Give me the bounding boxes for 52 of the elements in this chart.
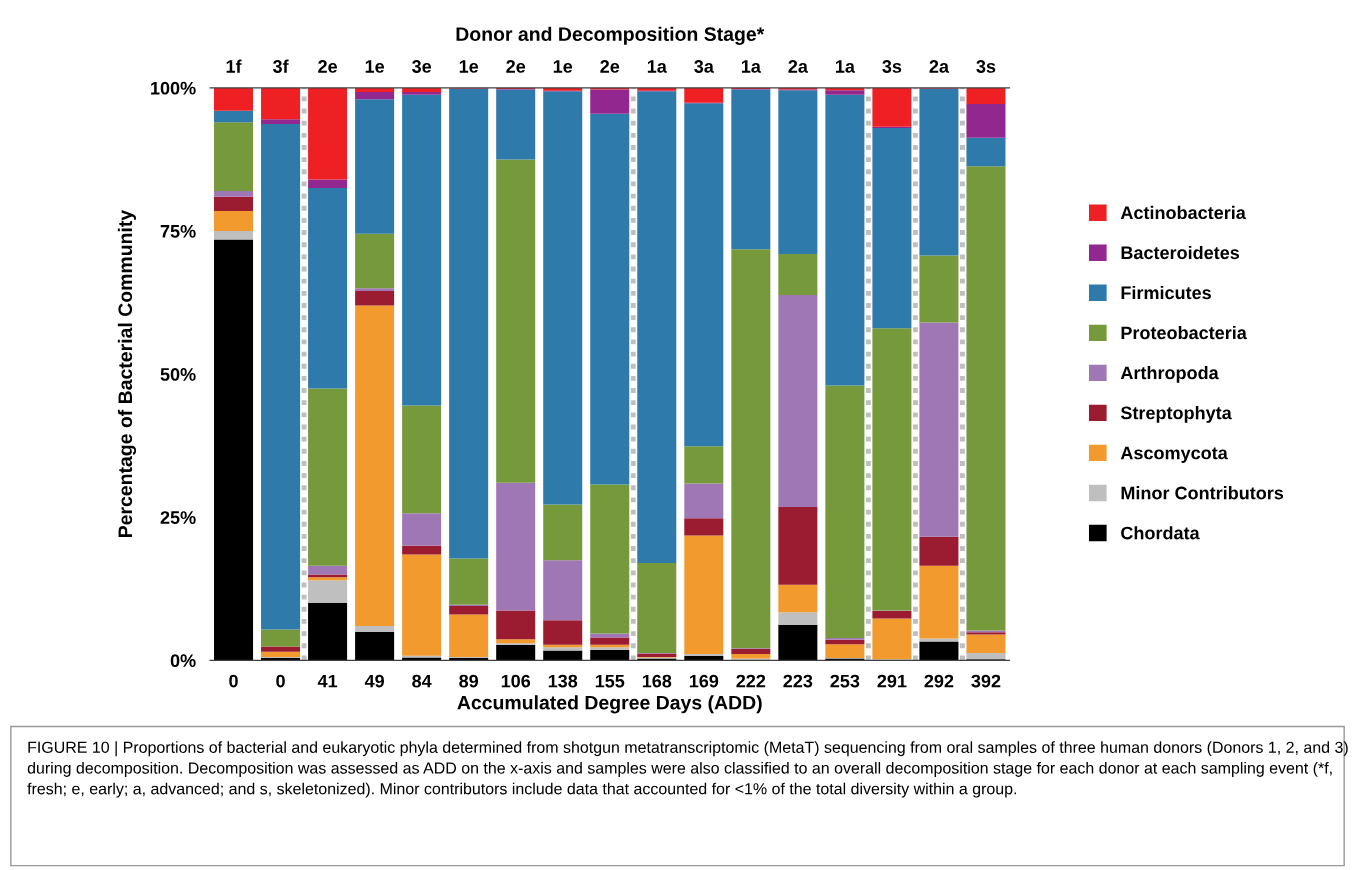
caption: FIGURE 10 | Proportions of bacterial and eukaryotic phyla determined from shotgun metatranscriptomic (MetaT) sequencing from oral samples of three human donors (Donors 1, 2, and 3) during decomposition. Decomposition was assessed as ADD on the x-axis and samples were also classified to an overall decomposition stage for each donor at each sampling event (*f, fresh; e, early; a, advanced; and s, skeletonized). Minor contributors include data that accounted for <1% of the total diversity within a group.: [27, 741, 1348, 798]
text: 2e: [318, 60, 338, 73]
x-tick-label: 253: [830, 674, 860, 688]
legend-label: Streptophyta: [1120, 406, 1232, 423]
x2-axis-title: Donor and Decomposition Stage*: [456, 26, 765, 45]
legend-label: Firmicutes: [1121, 285, 1211, 300]
x-tick-label: 84: [412, 674, 432, 688]
y-tick-label: 0%: [170, 654, 196, 668]
x-tick-label: 41: [317, 674, 338, 688]
x-tick-label: 106: [501, 674, 531, 688]
y-axis-title: Percentage of Bacterial Community: [117, 209, 137, 538]
legend-label: Minor Contributors: [1121, 486, 1284, 500]
text: 3s: [882, 60, 902, 73]
text: 1a: [647, 60, 667, 73]
text: 3f: [272, 59, 289, 73]
text: 2e: [506, 60, 526, 73]
legend-label: Arthropoda: [1120, 366, 1219, 383]
x-tick-label: 222: [736, 674, 766, 688]
legend-label: Chordata: [1121, 526, 1200, 540]
x-tick-label: 0: [229, 674, 238, 688]
text: 3s: [976, 60, 996, 73]
x-tick-label: 168: [642, 674, 672, 688]
legend-label: Proteobacteria: [1121, 325, 1247, 340]
x-tick-label: 155: [595, 674, 625, 688]
text: 2e: [600, 60, 620, 73]
text: 1f: [226, 59, 242, 73]
y-tick-label: 100%: [151, 81, 196, 95]
x-tick-label: 392: [971, 674, 1001, 688]
x-tick-label: 169: [689, 674, 719, 688]
y-tick-label: 25%: [160, 511, 196, 524]
legend-label: Bacteroidetes: [1121, 245, 1240, 260]
text: 1e: [365, 60, 385, 73]
text: 1e: [459, 60, 479, 73]
x-tick-label: 292: [924, 674, 954, 688]
text: 1a: [741, 60, 761, 73]
x-tick-label: 49: [364, 674, 384, 688]
text: 3e: [412, 60, 432, 73]
x-tick-label: 138: [548, 674, 578, 688]
text: 2a: [788, 60, 809, 73]
x-tick-label: 291: [877, 674, 907, 688]
legend-label: Actinobacteria: [1120, 205, 1246, 220]
text: 1e: [553, 60, 573, 73]
text: 3a: [694, 60, 714, 73]
x-tick-label: 89: [459, 674, 479, 688]
text: 2a: [929, 60, 950, 73]
x-tick-label: 0: [276, 674, 285, 688]
text: 1a: [835, 60, 856, 73]
y-tick-label: 75%: [160, 224, 196, 238]
x-axis-title: Accumulated Degree Days (ADD): [457, 695, 762, 714]
y-tick-label: 50%: [160, 368, 196, 381]
x-tick-label: 223: [783, 674, 813, 688]
legend-label: Ascomycota: [1120, 446, 1228, 463]
